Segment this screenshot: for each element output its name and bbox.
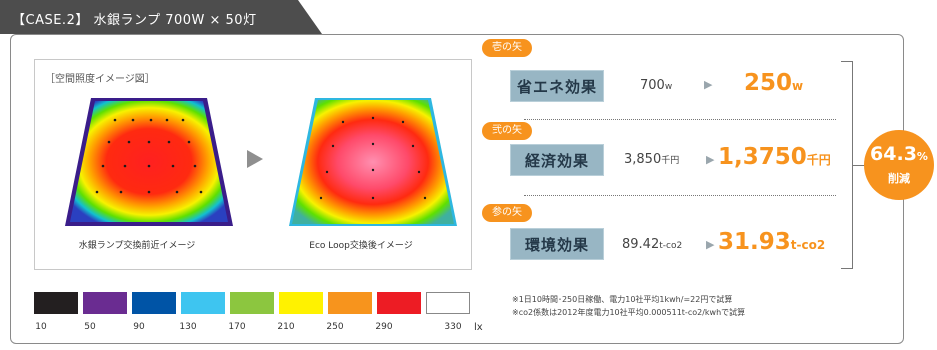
badge-3: 参の矢 xyxy=(482,204,532,222)
legend-swatch xyxy=(279,292,323,314)
energy-saving-row: 壱の矢 省エネ効果 700w ▶ 250w xyxy=(482,37,834,117)
legend-swatch xyxy=(377,292,421,314)
arrow-right-icon: ▶ xyxy=(706,153,715,166)
economic-after-value: 1,3750千円 xyxy=(718,144,831,170)
case-title: 【CASE.2】 水銀ランプ 700W × 50灯 xyxy=(12,13,257,28)
divider xyxy=(524,119,836,120)
tab-shape xyxy=(0,0,322,34)
economic-label: 経済効果 xyxy=(524,152,589,170)
economic-row: 弐の矢 経済効果 3,850千円 ▶ 1,3750千円 xyxy=(482,120,834,200)
legend-swatch xyxy=(181,292,225,314)
legend-unit: lx xyxy=(474,322,483,333)
heatmap-before-image xyxy=(65,98,233,226)
reduction-percent: 64.3% xyxy=(870,143,928,165)
play-triangle-icon xyxy=(247,150,263,168)
environmental-after-value: 31.93t-co2 xyxy=(718,229,826,255)
heatmap-after-image xyxy=(289,98,457,226)
legend-tick: 250 xyxy=(326,322,344,332)
badge-1: 壱の矢 xyxy=(482,39,532,57)
before-caption: 水銀ランプ交換前近イメージ xyxy=(78,241,196,251)
economic-before-value: 3,850千円 xyxy=(624,152,680,167)
legend-tick: 210 xyxy=(277,322,295,332)
calculation-notes: ※1日10時間･250日稼働、電力10社平均1kwh/=22円で試算 ※co2係… xyxy=(512,293,745,319)
after-caption: Eco Loop交換後イメージ xyxy=(309,241,413,251)
environmental-before-value: 89.42t-co2 xyxy=(622,237,683,252)
legend-tick: 290 xyxy=(375,322,393,332)
energy-after-value: 250w xyxy=(744,70,804,96)
legend-swatch xyxy=(34,292,78,314)
environmental-row: 参の矢 環境効果 89.42t-co2 ▶ 31.93t-co2 xyxy=(482,204,834,284)
divider xyxy=(524,195,836,196)
legend-swatch xyxy=(230,292,274,314)
legend-swatch xyxy=(426,292,470,314)
result-bracket-tick xyxy=(853,165,865,166)
case-header-tab: 【CASE.2】 水銀ランプ 700W × 50灯 xyxy=(0,0,325,36)
economic-label-box: 経済効果 xyxy=(510,144,604,176)
illuminance-figure: ［空間照度イメージ図］ xyxy=(34,59,472,270)
result-bracket xyxy=(841,61,853,269)
note-line: ※1日10時間･250日稼働、電力10社平均1kwh/=22円で試算 xyxy=(512,295,733,304)
environmental-label-box: 環境効果 xyxy=(510,228,604,260)
legend-tick: 170 xyxy=(228,322,246,332)
energy-saving-label-box: 省エネ効果 xyxy=(510,70,604,102)
legend-tick: 90 xyxy=(133,322,145,332)
legend-tick: 330 xyxy=(444,322,462,332)
badge-2: 弐の矢 xyxy=(482,122,532,140)
energy-saving-label: 省エネ効果 xyxy=(516,78,597,96)
reduction-label: 削減 xyxy=(888,172,910,185)
legend-swatch xyxy=(132,292,176,314)
legend-tick: 50 xyxy=(84,322,96,332)
reduction-result-badge: 64.3% 削減 xyxy=(864,130,934,200)
legend-tick: 130 xyxy=(179,322,197,332)
legend-tick: 10 xyxy=(35,322,47,332)
arrow-right-icon: ▶ xyxy=(706,238,715,251)
note-line: ※co2係数は2012年度電力10社平均0.000511t-co2/kwhで試算 xyxy=(512,308,746,317)
environmental-label: 環境効果 xyxy=(524,236,589,254)
figure-title: ［空間照度イメージ図］ xyxy=(45,74,155,85)
energy-before-value: 700w xyxy=(640,78,673,93)
legend-swatch xyxy=(328,292,372,314)
legend-swatch xyxy=(83,292,127,314)
arrow-right-icon: ▶ xyxy=(704,78,713,91)
